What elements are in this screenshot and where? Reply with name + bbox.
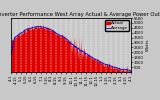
Title: Solar PV/Inverter Performance West Array Actual & Average Power Output: Solar PV/Inverter Performance West Array… bbox=[0, 12, 160, 17]
Legend: Actual, Average: Actual, Average bbox=[105, 20, 129, 31]
Y-axis label: Watts: Watts bbox=[145, 39, 149, 51]
